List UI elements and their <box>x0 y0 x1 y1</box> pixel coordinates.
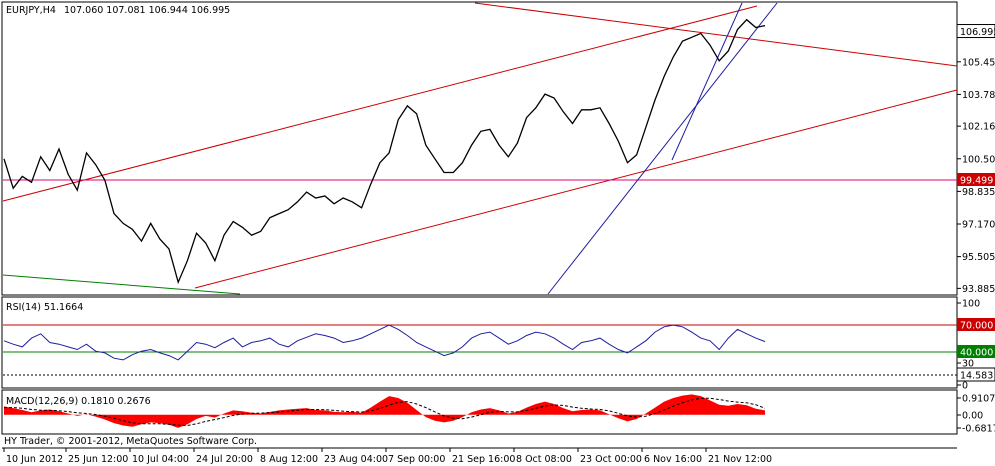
rsi-level-tag <box>957 345 995 358</box>
time-axis: 10 Jun 2012 25 Jun 12:00 10 Jul 04:00 24 Ju… <box>2 447 957 465</box>
time-tick-label: 24 Jul 20:00 <box>196 454 253 465</box>
upper-channel-line <box>2 5 758 202</box>
steep-channel-line-upper <box>671 2 743 161</box>
green-trend-line <box>2 274 241 295</box>
level-price-label: 99.499 <box>960 176 993 187</box>
symbol-label: EURJPY,H4 <box>6 5 56 16</box>
macd-tick-label: -0.6817 <box>962 424 995 435</box>
price-tick-label: 100.500 <box>962 154 995 165</box>
price-tick-label: 105.450 <box>962 57 995 68</box>
price-line <box>3 18 766 285</box>
price-tick-label: 93.885 <box>962 284 995 295</box>
rsi-panel[interactable] <box>1 296 958 389</box>
rsi-level-tag <box>957 318 995 331</box>
price-panel[interactable] <box>1 1 958 296</box>
macd-label: MACD(12,26,9) 0.1810 0.2676 <box>6 396 151 407</box>
rsi-line <box>3 324 766 361</box>
rsi-tick-label: 30 <box>962 359 974 370</box>
resistance-line <box>474 2 958 67</box>
price-tick-label: 103.785 <box>962 90 995 101</box>
copyright-label: HY Trader, © 2001-2012, MetaQuotes Softw… <box>4 436 257 447</box>
level-price-tag <box>957 173 995 186</box>
price-tags: 106.995 99.499 <box>956 24 995 187</box>
current-price-tag <box>956 24 995 39</box>
time-tick-label: 10 Jun 2012 <box>6 454 63 465</box>
rsi-label: RSI(14) 51.1664 <box>6 302 83 313</box>
time-tick-label: 6 Nov 16:00 <box>644 454 702 465</box>
steep-channel-line-lower <box>547 2 778 295</box>
macd-axis: 0.9107 0.00 -0.6817 <box>957 394 995 435</box>
lower-channel-line <box>194 89 958 289</box>
rsi-tick-label: 100 <box>962 299 980 310</box>
price-series <box>3 18 766 285</box>
price-tick-label: 97.170 <box>962 220 995 231</box>
macd-histogram <box>4 394 765 428</box>
macd-tick-label: 0.00 <box>962 411 983 422</box>
price-tick-label: 98.835 <box>962 187 995 198</box>
price-tick-label: 95.505 <box>962 252 995 263</box>
time-tick-label: 23 Oct 00:00 <box>580 454 642 465</box>
time-tick-label: 25 Jun 12:00 <box>68 454 128 465</box>
ohlc-label: 107.060 107.081 106.944 106.995 <box>64 5 230 16</box>
price-axis: 105.450 103.785 102.165 100.500 98.835 97.170… <box>957 31 995 295</box>
price-overlays <box>2 2 958 295</box>
time-tick-label: 23 Aug 04:00 <box>324 454 388 465</box>
time-tick-label: 8 Aug 12:00 <box>260 454 318 465</box>
time-tick-label: 7 Sep 00:00 <box>388 454 445 465</box>
rsi-level-label: 40.000 <box>960 348 993 359</box>
macd-series <box>4 394 766 428</box>
rsi-tick-label: 0 <box>962 381 968 392</box>
time-tick-label: 8 Oct 08:00 <box>516 454 572 465</box>
rsi-level-label: 70.000 <box>960 321 993 332</box>
time-tick-label: 10 Jul 04:00 <box>132 454 189 465</box>
time-tick-label: 21 Nov 12:00 <box>708 454 772 465</box>
rsi-level-tag <box>956 367 995 382</box>
rsi-series <box>3 324 766 361</box>
price-tick-label: 102.165 <box>962 122 995 133</box>
macd-tick-label: 0.9107 <box>962 394 995 405</box>
time-tick-label: 21 Sep 16:00 <box>452 454 515 465</box>
rsi-level-label: 14.583 <box>960 371 993 382</box>
current-price-label: 106.995 <box>960 27 995 38</box>
